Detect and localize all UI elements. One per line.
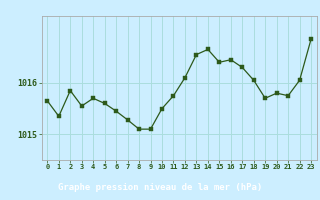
Text: Graphe pression niveau de la mer (hPa): Graphe pression niveau de la mer (hPa): [58, 183, 262, 192]
